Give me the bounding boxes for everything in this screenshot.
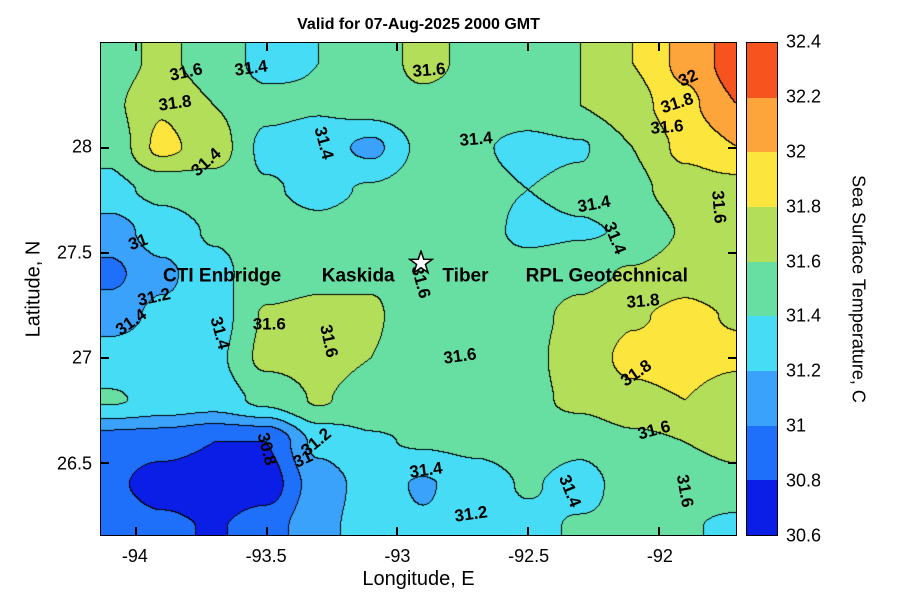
colorbar-tick-label: 30.6 bbox=[786, 525, 822, 546]
colorbar-band bbox=[747, 425, 777, 481]
x-tick-label: -93 bbox=[384, 546, 411, 566]
colorbar-tick-label: 30.8 bbox=[786, 470, 822, 491]
colorbar-tick-label: 32.4 bbox=[786, 31, 822, 52]
contour-label: 31.6 bbox=[649, 115, 685, 138]
x-tick-mark bbox=[396, 43, 399, 51]
colorbar-tick-label: 31.6 bbox=[786, 251, 822, 272]
contour-label: 31.4 bbox=[233, 55, 269, 80]
plot-area: 31.6 31.4 31.6 32 31.8 31.8 31.6 31.4 31.4 31.4 31… bbox=[100, 42, 737, 536]
figure-title: Valid for 07-Aug-2025 2000 GMT bbox=[297, 16, 540, 33]
x-tick-label: -92.5 bbox=[508, 546, 550, 566]
y-tick-mark bbox=[101, 146, 109, 149]
colorbar-band bbox=[747, 43, 777, 98]
y-tick-label: 26.5 bbox=[56, 453, 92, 474]
x-tick-mark bbox=[134, 527, 137, 535]
site-annotation: Kaskida bbox=[321, 265, 395, 287]
x-axis-label: Longitude, E bbox=[362, 568, 475, 590]
x-tick-mark bbox=[527, 527, 530, 535]
y-tick-label: 28 bbox=[71, 136, 92, 157]
colorbar-band bbox=[747, 480, 777, 536]
y-tick-mark bbox=[728, 251, 736, 254]
colorbar-tick-label: 32.2 bbox=[786, 86, 822, 107]
colorbar-tick-label: 31.8 bbox=[786, 196, 822, 217]
contour-label: 31.6 bbox=[411, 58, 447, 81]
colorbar-band bbox=[747, 97, 777, 153]
site-annotation: Tiber bbox=[442, 265, 489, 287]
contour-label: 31.6 bbox=[708, 189, 731, 224]
colorbar bbox=[746, 42, 778, 536]
contour-label: 31.4 bbox=[458, 128, 494, 151]
y-tick-mark bbox=[728, 357, 736, 360]
contour-label: 31.2 bbox=[452, 502, 489, 526]
y-tick-mark bbox=[101, 251, 109, 254]
y-tick-mark bbox=[728, 462, 736, 465]
x-tick-label: -94 bbox=[121, 546, 148, 566]
colorbar-tick-label: 32 bbox=[786, 141, 807, 162]
y-tick-mark bbox=[101, 357, 109, 360]
x-tick-label: -92 bbox=[646, 546, 673, 566]
x-tick-label: -93.5 bbox=[245, 546, 287, 566]
colorbar-band bbox=[747, 207, 777, 262]
colorbar-band bbox=[747, 371, 777, 426]
colorbar-band bbox=[747, 261, 777, 317]
colorbar-tick-label: 31.4 bbox=[786, 305, 822, 326]
x-tick-mark bbox=[658, 527, 661, 535]
y-tick-mark bbox=[101, 462, 109, 465]
x-tick-mark bbox=[265, 527, 268, 535]
x-tick-mark bbox=[134, 43, 137, 51]
colorbar-band bbox=[747, 152, 777, 208]
x-tick-mark bbox=[396, 527, 399, 535]
x-tick-mark bbox=[658, 43, 661, 51]
x-tick-mark bbox=[527, 43, 530, 51]
site-annotation: RPL Geotechnical bbox=[525, 265, 688, 287]
y-tick-mark bbox=[728, 146, 736, 149]
star-marker bbox=[407, 250, 434, 275]
contour-label: 31.6 bbox=[442, 344, 478, 368]
contour-canvas bbox=[101, 43, 736, 535]
colorbar-tick-label: 31.2 bbox=[786, 360, 822, 381]
colorbar-title: Sea Surface Temperature, C bbox=[848, 175, 869, 403]
y-tick-label: 27.5 bbox=[56, 242, 92, 263]
y-tick-label: 27 bbox=[71, 347, 92, 368]
contour-label: 31.8 bbox=[626, 290, 661, 313]
site-annotation: CTI Enbridge bbox=[163, 265, 282, 287]
colorbar-tick-label: 31 bbox=[786, 415, 807, 436]
x-tick-mark bbox=[265, 43, 268, 51]
contour-label: 31.6 bbox=[252, 314, 286, 334]
contour-label: 31.4 bbox=[408, 458, 444, 482]
colorbar-band bbox=[747, 316, 777, 372]
